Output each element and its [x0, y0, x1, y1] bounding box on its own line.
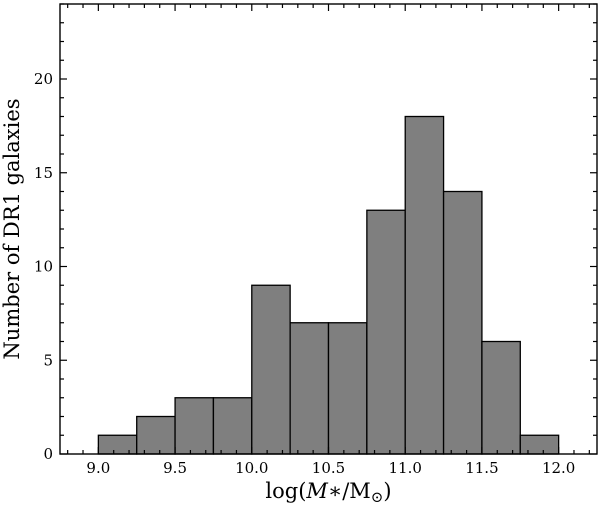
- y-tick-label: 0: [43, 445, 53, 463]
- x-tick-label: 10.5: [312, 459, 345, 477]
- x-tick-label: 9.0: [86, 459, 110, 477]
- plot-frame: [59, 3, 598, 455]
- bars-group: [97, 115, 560, 455]
- histogram-bar: [442, 190, 483, 455]
- histogram-bar: [481, 340, 521, 455]
- histogram-bar: [97, 434, 138, 455]
- y-tick-label: 15: [34, 164, 53, 182]
- x-tick-label: 11.5: [465, 459, 498, 477]
- ticks-group: 9.0 9.5 10.0 10.5 11.0 11.5 12.0 0 5 10 15 20: [34, 3, 597, 477]
- histogram-bar: [366, 209, 406, 455]
- histogram-bar: [404, 115, 445, 455]
- y-tick-label: 20: [34, 70, 53, 88]
- histogram-bar: [212, 397, 253, 455]
- histogram-bar: [327, 322, 368, 455]
- y-axis-label: Number of DR1 galaxies: [0, 98, 24, 359]
- histogram-bar: [174, 397, 215, 455]
- y-axis-label-group: Number of DR1 galaxies: [0, 98, 24, 359]
- x-tick-label: 10.0: [235, 459, 268, 477]
- x-tick-label: 12.0: [542, 459, 575, 477]
- x-tick-label: 9.5: [163, 459, 187, 477]
- histogram-bar: [136, 415, 176, 455]
- histogram-bar: [251, 284, 291, 455]
- x-tick-label: 11.0: [389, 459, 422, 477]
- y-tick-label: 10: [34, 258, 53, 276]
- y-tick-label: 5: [43, 351, 53, 369]
- x-axis-label: log(M∗/M⊙): [265, 479, 391, 505]
- histogram-bar: [519, 434, 560, 455]
- histogram-bar: [289, 322, 330, 455]
